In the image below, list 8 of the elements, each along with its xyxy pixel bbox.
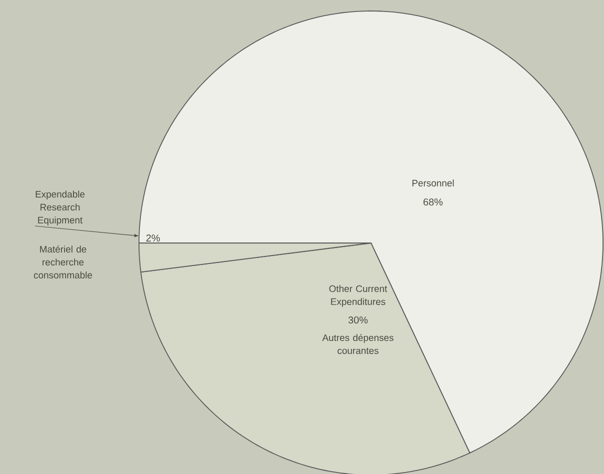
slice-label: Personnel	[412, 180, 454, 186]
text: Matériel de recherche consommable	[34, 246, 92, 278]
text: Autres dépenses courantes	[322, 334, 394, 354]
data-label: 68%	[424, 198, 443, 206]
data-label: 2%	[146, 234, 160, 242]
slice-label: Expendable Research Equipment	[36, 190, 85, 226]
data-label: 30%	[348, 316, 368, 324]
slice-label: Other Current Expenditures	[329, 285, 388, 307]
